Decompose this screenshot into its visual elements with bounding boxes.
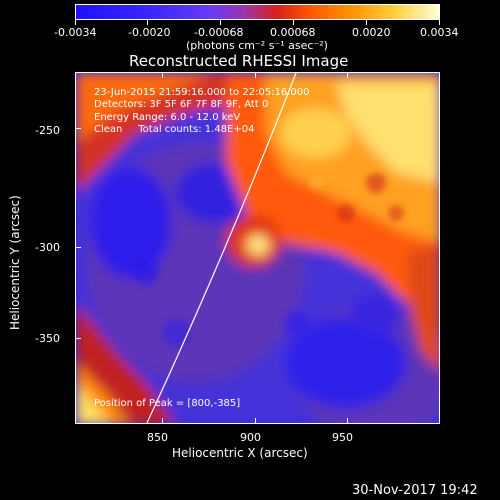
colorbar-tick-label: -0.00068 <box>194 26 244 39</box>
info-energy: Energy Range: 6.0 - 12.0 keV <box>94 112 241 123</box>
y-axis-label: Heliocentric Y (arcsec) <box>8 195 22 330</box>
colorbar-tick-label: 0.00068 <box>270 26 316 39</box>
y-tick-label: -300 <box>35 241 60 254</box>
colorbar-tick-label: 0.0034 <box>420 26 459 39</box>
x-tick <box>255 418 256 424</box>
colorbar-tick <box>293 20 294 25</box>
colorbar-tick-label: 0.0020 <box>352 26 391 39</box>
colorbar-tick-label: -0.0020 <box>128 26 171 39</box>
y-tick <box>75 128 81 129</box>
colorbar-tick-label: -0.0034 <box>54 26 97 39</box>
info-detectors: Detectors: 3F 5F 6F 7F 8F 9F, Att 0 <box>94 99 269 110</box>
y-tick <box>75 247 81 248</box>
x-tick-top <box>255 72 256 78</box>
x-tick <box>347 418 348 424</box>
info-time: 23-Jun-2015 21:59:16.000 to 22:05:16.000 <box>94 87 310 98</box>
solar-limb-line <box>146 73 297 423</box>
x-tick-top <box>347 72 348 78</box>
colorbar-unit-label: (photons cm⁻² s⁻¹ asec⁻²) <box>186 39 328 52</box>
y-tick-label: -350 <box>35 332 60 345</box>
x-tick-label: 900 <box>240 431 261 444</box>
plot-title: Reconstructed RHESSI Image <box>129 52 349 70</box>
y-tick <box>75 338 81 339</box>
peak-position: Position of Peak = [800,-385] <box>94 398 241 409</box>
x-tick <box>162 418 163 424</box>
x-axis-label: Heliocentric X (arcsec) <box>172 446 308 460</box>
rhessi-image <box>75 72 440 424</box>
colorbar-tick <box>220 20 221 25</box>
colorbar-tick <box>147 20 148 25</box>
rhessi-image-svg <box>76 73 439 423</box>
x-tick-top <box>162 72 163 78</box>
y-tick-label: -250 <box>35 124 60 137</box>
x-tick-label: 850 <box>147 431 168 444</box>
colorbar-tick <box>75 20 76 25</box>
colorbar-tick <box>366 20 367 25</box>
colorbar-tick <box>439 20 440 25</box>
footer-date: 30-Nov-2017 19:42 <box>352 483 478 498</box>
info-clean: Clean Total counts: 1.48E+04 <box>94 124 255 135</box>
colorbar <box>75 4 440 20</box>
x-tick-label: 950 <box>332 431 353 444</box>
